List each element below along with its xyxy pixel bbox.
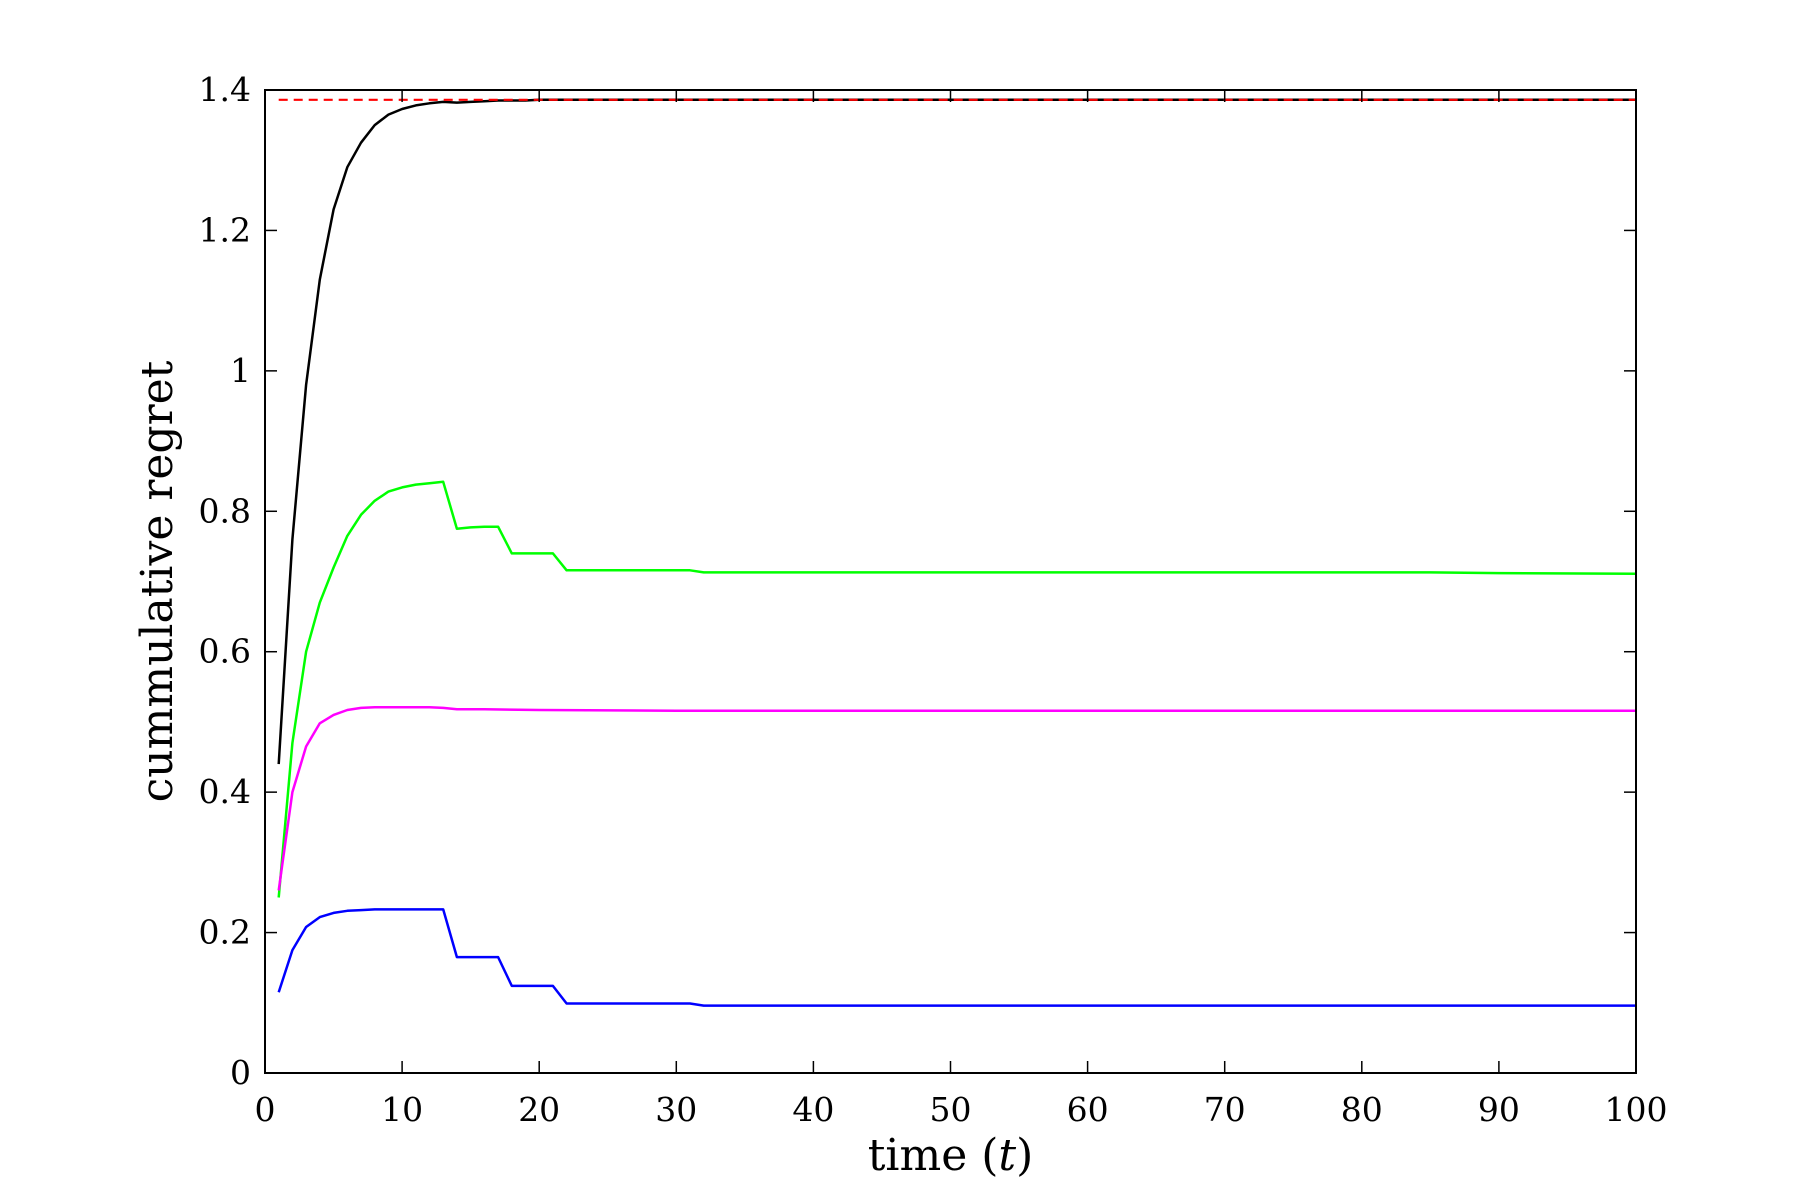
x-axis-title: time (t): [868, 1130, 1034, 1181]
x-tick-label: 40: [792, 1090, 834, 1129]
x-tick-label: 100: [1605, 1090, 1668, 1129]
series-line-3: [277, 705, 1636, 891]
series-line-2: [277, 480, 1637, 898]
x-tick-label: 80: [1341, 1090, 1383, 1129]
x-tick-label: 70: [1204, 1090, 1246, 1129]
y-tick-label: 0.8: [199, 491, 251, 530]
x-tick-label: 90: [1478, 1090, 1520, 1129]
series-layer: [277, 98, 1637, 1007]
y-tick-label: 1.4: [199, 70, 251, 109]
x-tick-label: 50: [930, 1090, 972, 1129]
x-tick-label: 60: [1067, 1090, 1109, 1129]
y-tick-label: 1.2: [199, 210, 251, 249]
y-axis-title: cummulative regret: [132, 360, 183, 802]
y-tick-label: 0.6: [199, 632, 251, 671]
y-tick-label: 0.2: [199, 913, 251, 952]
x-tick-label: 10: [381, 1090, 423, 1129]
y-tick-label: 1: [230, 351, 251, 390]
x-tick-label: 0: [255, 1090, 276, 1129]
ticks-layer: 0 10 20 30 40 50 60 70 80 90 100 0 0.2 0.4 0.6 0.8 1 1.2 1…: [199, 70, 1668, 1129]
x-axis-title-close: ): [1016, 1130, 1033, 1181]
x-tick-label: 20: [518, 1090, 560, 1129]
plot-frame: [264, 89, 1637, 1074]
y-tick-label: 0.4: [199, 772, 251, 811]
y-tick-label: 0: [230, 1053, 251, 1092]
x-tick-label: 30: [655, 1090, 697, 1129]
x-axis-title-text: time (: [868, 1130, 999, 1181]
series-line-4: [277, 908, 1636, 1007]
x-axis-title-variable: t: [998, 1130, 1016, 1181]
